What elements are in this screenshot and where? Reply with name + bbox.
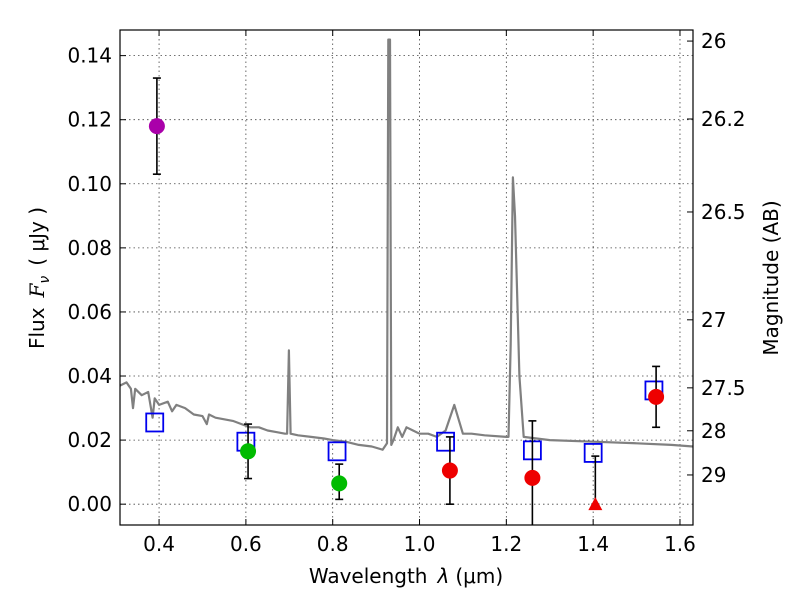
x-tick-label: 0.4 xyxy=(143,532,175,556)
y-tick-label: 0.04 xyxy=(67,364,112,388)
upper-limit-triangle xyxy=(588,497,603,511)
y-tick-label: 0.06 xyxy=(67,300,112,324)
right-tick-label: 28 xyxy=(701,419,726,443)
right-tick-label: 29 xyxy=(701,463,726,487)
model-flux-square xyxy=(327,441,347,462)
x-tick-label: 1.2 xyxy=(490,532,522,556)
photometry-point xyxy=(240,443,257,460)
plot-frame xyxy=(119,29,694,526)
y-axis-title: FluxFν( μJy ) xyxy=(25,207,53,349)
x-tick-label: 1.6 xyxy=(664,532,696,556)
ticks: 0.4 0.6 0.8 1.0 1.2 1.4 1.6 0.00 0.02 0.04 0.06 0.0… xyxy=(67,29,745,556)
right-axis-title: Magnitude (AB) xyxy=(759,200,783,355)
right-tick-label: 27.5 xyxy=(701,376,746,400)
spectrum-line-layer xyxy=(119,38,694,451)
spectrum-line xyxy=(119,38,694,451)
x-tick-label: 1.4 xyxy=(577,532,609,556)
right-tick-label: 26 xyxy=(701,29,726,53)
y-tick-label: 0.00 xyxy=(67,492,112,516)
grid xyxy=(120,30,693,525)
model-flux-square xyxy=(436,431,455,452)
x-tick-label: 0.6 xyxy=(230,532,262,556)
x-tick-label: 0.8 xyxy=(317,532,349,556)
photometry-point xyxy=(148,118,165,135)
right-tick-label: 26.2 xyxy=(701,107,746,131)
photometry-point xyxy=(331,475,348,492)
model-flux-square xyxy=(145,412,165,433)
y-tick-label: 0.02 xyxy=(67,428,112,452)
y-tick-label: 0.14 xyxy=(67,44,112,68)
y-tick-label: 0.10 xyxy=(67,172,112,196)
x-axis-title: Wavelength λ (μm) xyxy=(309,564,503,588)
photometry-point xyxy=(648,388,665,405)
x-tick-label: 1.0 xyxy=(404,532,436,556)
photometry-point xyxy=(441,462,458,479)
model-flux-square xyxy=(583,443,603,463)
y-tick-label: 0.08 xyxy=(67,236,112,260)
y-tick-label: 0.12 xyxy=(67,108,112,132)
right-tick-label: 27 xyxy=(701,308,726,332)
right-tick-label: 26.5 xyxy=(701,200,746,224)
markers-layer xyxy=(145,77,665,525)
photometry-point xyxy=(524,469,541,486)
